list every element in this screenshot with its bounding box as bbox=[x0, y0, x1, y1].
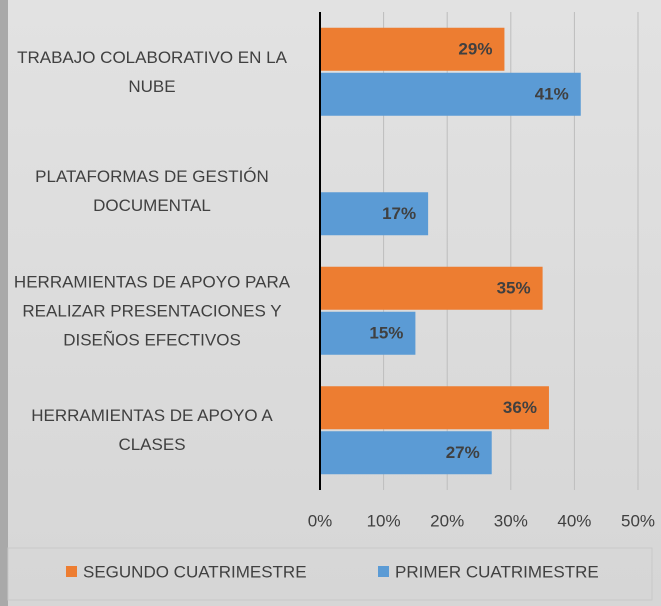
legend-box bbox=[7, 547, 653, 601]
legend-swatch bbox=[378, 566, 389, 577]
bar bbox=[320, 266, 543, 310]
bar bbox=[320, 192, 429, 236]
data-label: 35% bbox=[497, 279, 531, 298]
data-label: 29% bbox=[458, 40, 492, 59]
bar bbox=[320, 72, 581, 116]
bar bbox=[320, 431, 492, 475]
x-tick-label: 30% bbox=[494, 511, 528, 530]
legend-label: SEGUNDO CUATRIMESTRE bbox=[83, 562, 307, 581]
category-label: HERRAMIENTAS DE APOYO PARA REALIZAR PRES… bbox=[13, 272, 291, 350]
bar bbox=[320, 27, 505, 71]
x-tick-label: 20% bbox=[430, 511, 464, 530]
x-tick-label: 50% bbox=[621, 511, 655, 530]
legend-swatch bbox=[66, 566, 77, 577]
bar bbox=[320, 311, 416, 355]
category-label: TRABAJO COLABORATIVO EN LA NUBE bbox=[17, 47, 287, 96]
category-label: PLATAFORMAS DE GESTIÓN DOCUMENTAL bbox=[35, 167, 269, 216]
x-tick-label: 10% bbox=[367, 511, 401, 530]
edge bbox=[0, 0, 8, 606]
data-label: 15% bbox=[369, 324, 403, 343]
x-tick-label: 40% bbox=[557, 511, 591, 530]
bar bbox=[320, 386, 549, 430]
category-label: HERRAMIENTAS DE APOYO A CLASES bbox=[31, 406, 273, 455]
data-label: 27% bbox=[446, 443, 480, 462]
data-label: 36% bbox=[503, 398, 537, 417]
legend-label: PRIMER CUATRIMESTRE bbox=[395, 562, 599, 581]
data-label: 17% bbox=[382, 204, 416, 223]
data-label: 41% bbox=[535, 85, 569, 104]
x-tick-label: 0% bbox=[308, 511, 333, 530]
